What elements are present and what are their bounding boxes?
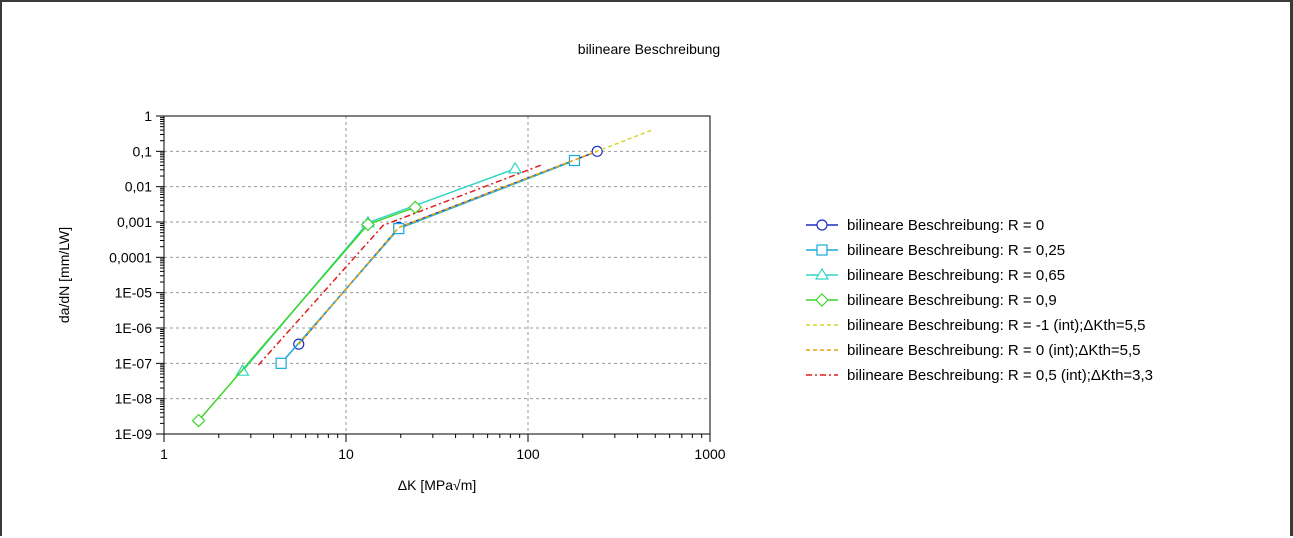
series-4 xyxy=(191,200,423,428)
diamond-marker xyxy=(191,413,206,428)
x-tick-label: 1000 xyxy=(694,446,725,462)
y-tick-label: 0,0001 xyxy=(109,249,152,265)
legend-item: bilineare Beschreibung: R = 0,25 xyxy=(806,242,1065,259)
legend-label: bilineare Beschreibung: R = 0,25 xyxy=(847,242,1065,259)
axes-layer: 1 10 100 1000 1 0,1 0,01 0,001 0,0001 1E-05 1E-06 1… xyxy=(109,108,726,462)
square-marker xyxy=(275,357,287,369)
legend-item: bilineare Beschreibung: R = 0,9 xyxy=(806,292,1057,309)
x-tick-label: 1 xyxy=(160,446,168,462)
grid-layer xyxy=(164,116,710,434)
series-line xyxy=(298,150,598,345)
series-layer xyxy=(191,129,653,428)
y-tick-label: 1E-05 xyxy=(115,285,153,301)
series-3 xyxy=(235,161,523,376)
square-marker xyxy=(393,223,405,235)
series-1 xyxy=(293,145,603,350)
legend-item: bilineare Beschreibung: R = 0,65 xyxy=(806,267,1065,284)
legend-label: bilineare Beschreibung: R = 0,5 (int);ΔK… xyxy=(847,367,1153,384)
triangle-marker xyxy=(814,267,830,280)
series-line xyxy=(298,129,653,345)
square-marker xyxy=(816,244,828,256)
y-axis-label: da/dN [mm/LW] xyxy=(56,227,72,323)
series-line xyxy=(298,150,598,345)
series-line xyxy=(257,163,543,366)
legend-label: bilineare Beschreibung: R = -1 (int);ΔKt… xyxy=(847,317,1146,334)
legend-item: bilineare Beschreibung: R = 0 xyxy=(806,217,1044,234)
triangle-marker xyxy=(508,161,523,174)
series-5 xyxy=(298,129,653,345)
diamond-marker xyxy=(408,200,423,215)
circle-marker xyxy=(816,219,828,231)
series-7 xyxy=(257,163,543,366)
plot-area-border xyxy=(163,115,711,435)
y-tick-label: 1 xyxy=(144,108,152,124)
legend-label: bilineare Beschreibung: R = 0,9 xyxy=(847,292,1057,309)
y-tick-label: 0,001 xyxy=(117,214,152,230)
chart-title: bilineare Beschreibung xyxy=(578,41,720,57)
y-tick-label: 0,01 xyxy=(125,179,152,195)
diamond-marker xyxy=(361,217,375,232)
diamond-marker xyxy=(815,293,829,307)
x-tick-label: 100 xyxy=(516,446,540,462)
y-tick-label: 1E-07 xyxy=(115,355,153,371)
legend-label: bilineare Beschreibung: R = 0 (int);ΔKth… xyxy=(847,342,1141,359)
legend-label: bilineare Beschreibung: R = 0,65 xyxy=(847,267,1065,284)
legend-label: bilineare Beschreibung: R = 0 xyxy=(847,217,1044,234)
square-marker xyxy=(568,154,581,167)
series-line xyxy=(198,206,416,422)
legend: bilineare Beschreibung: R = 0 bilineare B… xyxy=(806,217,1153,384)
y-tick-label: 1E-09 xyxy=(115,426,153,442)
x-axis-label: ΔK [MPa√m] xyxy=(398,477,477,493)
legend-item: bilineare Beschreibung: R = 0,5 (int);ΔK… xyxy=(806,367,1153,384)
y-tick-label: 1E-06 xyxy=(115,320,153,336)
y-tick-label: 1E-08 xyxy=(115,391,153,407)
series-6 xyxy=(298,150,598,345)
series-2 xyxy=(275,154,581,369)
legend-item: bilineare Beschreibung: R = -1 (int);ΔKt… xyxy=(806,317,1146,334)
legend-item: bilineare Beschreibung: R = 0 (int);ΔKth… xyxy=(806,342,1141,359)
x-tick-label: 10 xyxy=(338,446,354,462)
y-tick-label: 0,1 xyxy=(133,143,153,159)
series-line xyxy=(280,159,575,364)
